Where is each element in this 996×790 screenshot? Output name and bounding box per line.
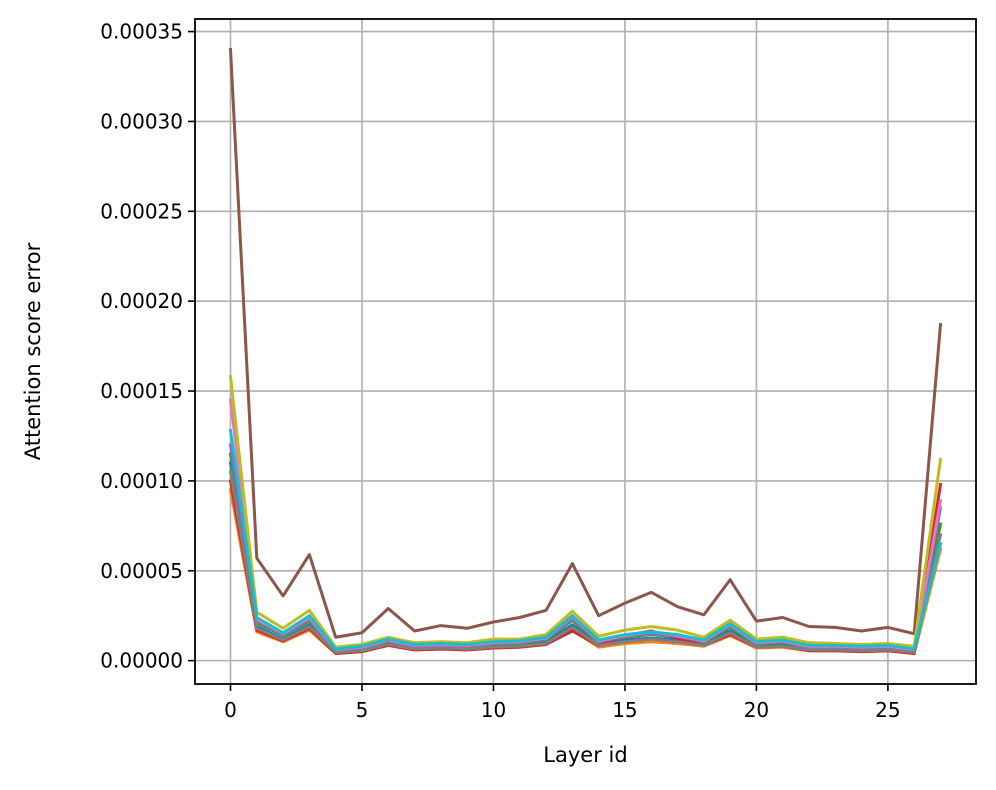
series-line-8	[228, 470, 943, 655]
y-axis-label: Attention score error	[21, 242, 45, 460]
y-tick-label: 0.00010	[100, 469, 183, 493]
y-tick-label: 0.00020	[100, 289, 183, 313]
y-tick-label: 0.00000	[100, 649, 183, 673]
x-axis-label: Layer id	[543, 743, 627, 767]
axis-ticks: 0 5 10 15 20 25 0.00000 0.00005 0.00010 0.00015 0.…	[100, 20, 900, 722]
x-tick-label: 15	[612, 698, 637, 722]
x-tick-label: 5	[356, 698, 369, 722]
series-line-9	[228, 375, 943, 649]
y-tick-label: 0.00025	[100, 199, 183, 223]
series-line-6	[228, 47, 943, 639]
x-tick-label: 25	[875, 698, 900, 722]
plot-frame	[194, 18, 977, 685]
y-tick-label: 0.00030	[100, 109, 183, 133]
y-tick-label: 0.00035	[100, 20, 183, 44]
y-tick-label: 0.00015	[100, 379, 183, 403]
series-lines	[228, 47, 943, 655]
x-tick-label: 20	[744, 698, 769, 722]
y-tick-label: 0.00005	[100, 559, 183, 583]
x-tick-label: 10	[481, 698, 506, 722]
x-tick-label: 0	[224, 698, 237, 722]
grid	[195, 19, 976, 684]
series-line-10	[228, 428, 943, 651]
